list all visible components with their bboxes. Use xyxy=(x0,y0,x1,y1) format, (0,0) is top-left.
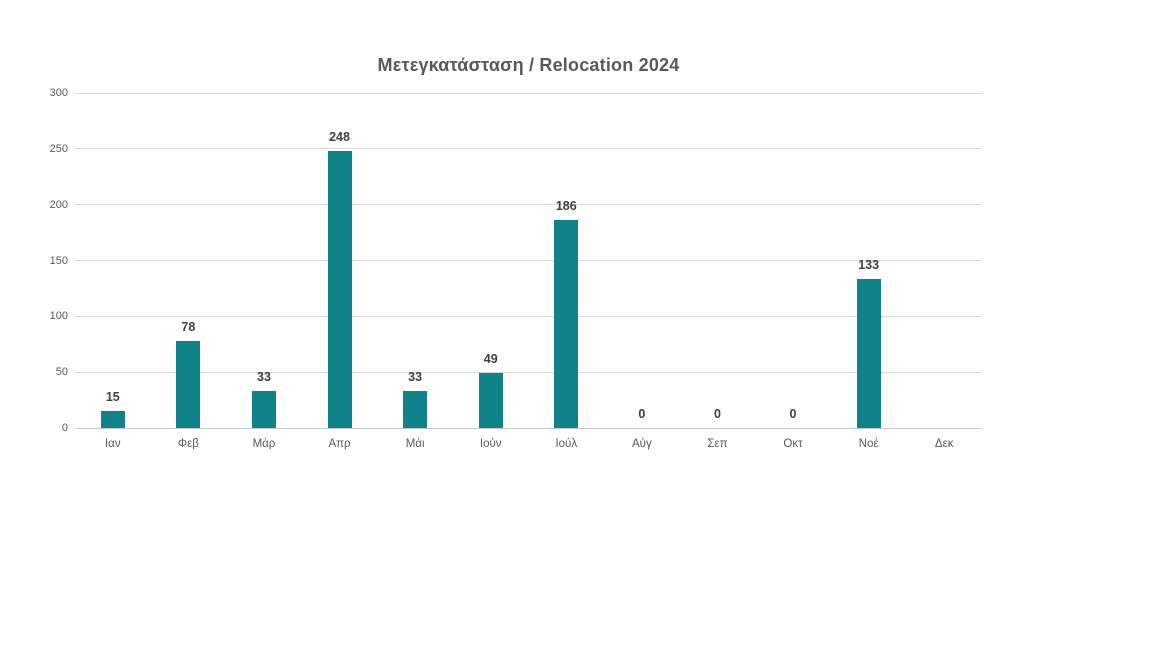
bar-value-label: 133 xyxy=(858,258,880,273)
y-tick-label: 100 xyxy=(49,310,68,323)
chart-bar xyxy=(856,279,881,428)
x-axis-label: Νοέ xyxy=(858,438,879,450)
chart-bar xyxy=(251,391,276,428)
x-axis-label: Ιούν xyxy=(479,438,502,450)
y-tick-label: 150 xyxy=(49,254,68,267)
bar-value-label: 0 xyxy=(638,407,646,421)
chart-bar xyxy=(176,340,201,428)
y-tick-label: 0 xyxy=(61,422,68,434)
y-tick-label: 200 xyxy=(49,198,68,211)
gridline xyxy=(75,148,982,150)
y-tick-label: 300 xyxy=(49,87,68,99)
chart-title: Μετεγκατάσταση / Relocation 2024 xyxy=(377,55,680,75)
gridline xyxy=(75,204,982,206)
chart-bar xyxy=(478,373,503,428)
chart-bar xyxy=(327,151,352,428)
bar-value-label: 33 xyxy=(257,370,271,385)
bar-value-label: 15 xyxy=(105,390,120,405)
bar-value-label: 0 xyxy=(789,407,797,421)
gridline xyxy=(75,92,982,94)
bar-value-label: 248 xyxy=(329,130,350,145)
x-axis-label: Απρ xyxy=(328,438,351,450)
plot-area xyxy=(75,92,982,429)
bar-value-label: 186 xyxy=(555,199,577,214)
x-axis-label: Ιούλ xyxy=(555,438,578,450)
x-axis-label: Μάι xyxy=(405,438,425,450)
x-axis-label: Σεπ xyxy=(707,438,728,450)
y-tick-label: 50 xyxy=(55,366,68,379)
x-axis-label: Μάρ xyxy=(252,438,276,450)
y-tick-label: 250 xyxy=(49,142,68,155)
gridline xyxy=(75,315,982,317)
x-axis-label: Αύγ xyxy=(632,438,652,450)
x-axis-label: Δεκ xyxy=(934,438,954,450)
gridline xyxy=(75,260,982,261)
gridline xyxy=(75,371,982,373)
chart-bar xyxy=(100,411,125,428)
bar-value-label: 33 xyxy=(408,370,423,385)
bar-value-label: 0 xyxy=(713,407,721,421)
chart-bar xyxy=(403,391,428,428)
chart-bar xyxy=(554,220,579,428)
x-axis-label: Ιαν xyxy=(104,438,121,450)
x-axis-label: Φεβ xyxy=(177,438,199,450)
bar-value-label: 49 xyxy=(483,352,498,367)
bar-value-label: 78 xyxy=(181,319,196,334)
x-axis-line xyxy=(75,427,982,429)
x-axis-label: Οκτ xyxy=(783,438,803,450)
